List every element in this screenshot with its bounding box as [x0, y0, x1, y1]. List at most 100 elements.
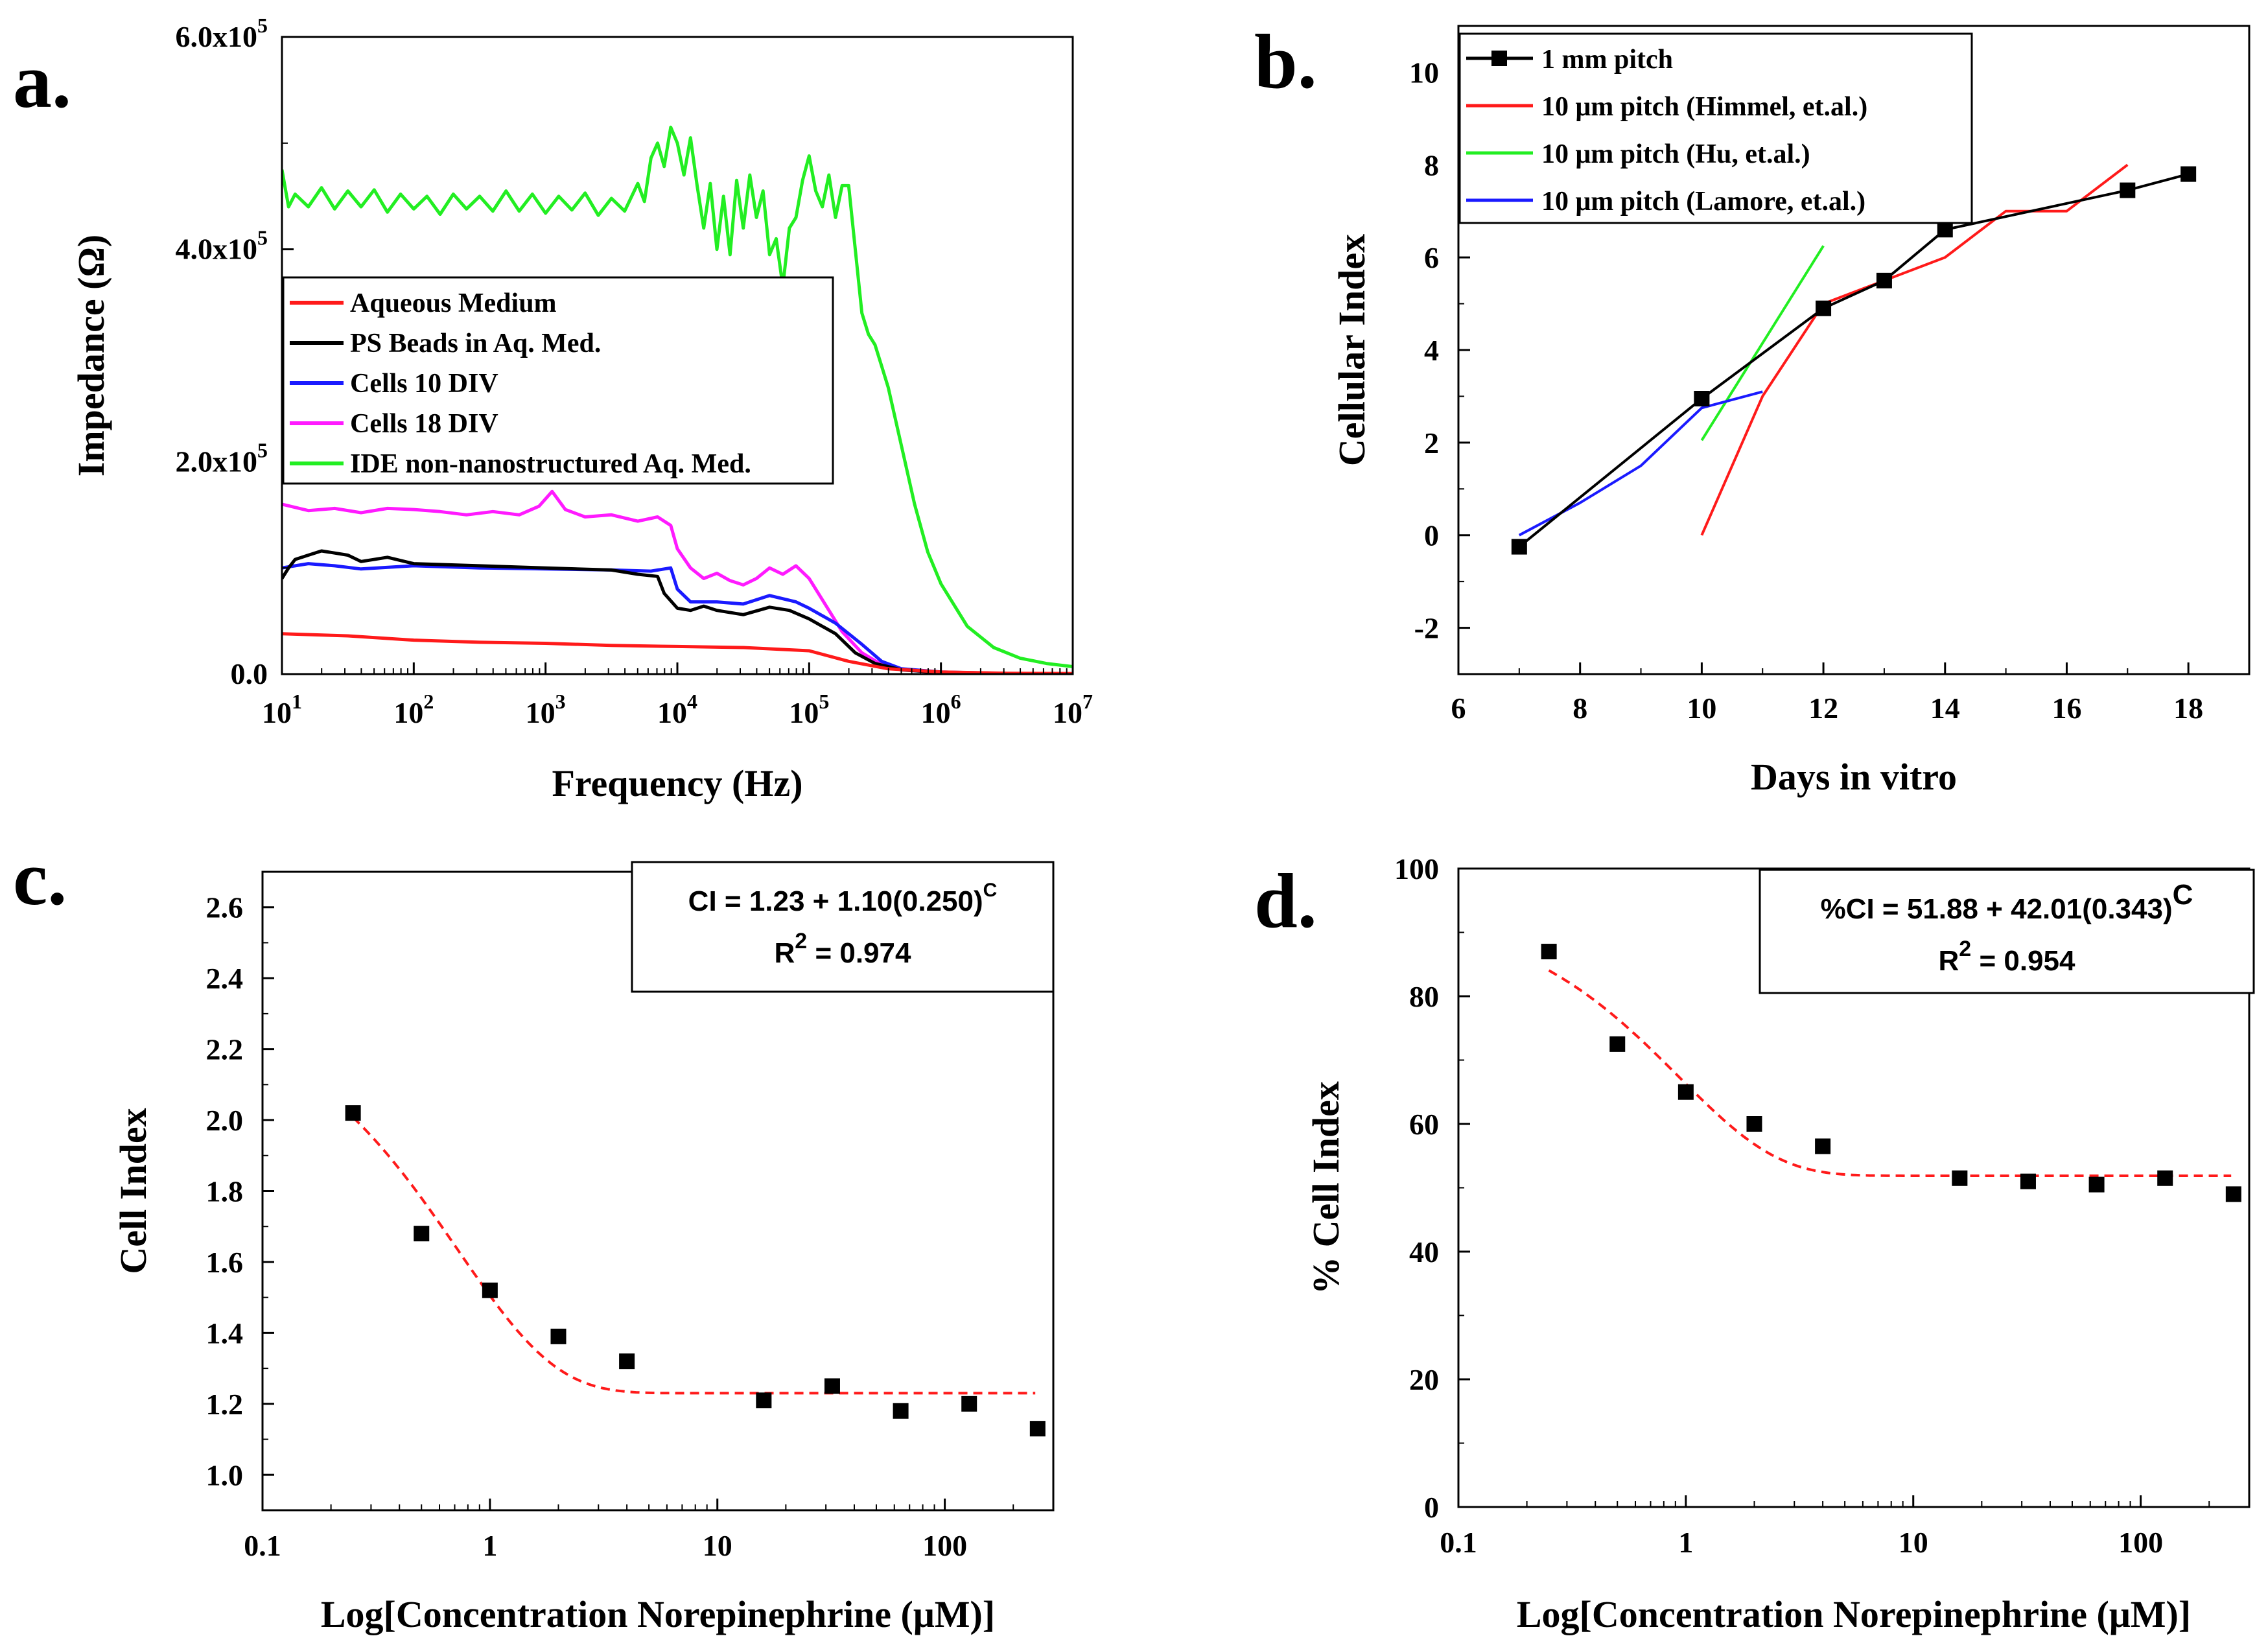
x-axis-title: Frequency (Hz)	[552, 762, 802, 804]
y-tick-label: 2.2	[206, 1033, 244, 1066]
legend-label: Aqueous Medium	[350, 288, 557, 318]
panel-label-b: b.	[1254, 18, 1317, 104]
y-tick-label: 4	[1424, 334, 1439, 367]
series-line	[282, 562, 1073, 674]
y-axis-title: Impedance (Ω)	[70, 235, 112, 476]
x-tick-label: 10	[703, 1529, 732, 1562]
chart-d-percent-cell-index: 0.1 1 10 100 0 20 40 60 80 100 Log[Concentration N…	[1305, 852, 2255, 1635]
y-axis-title: Cellular Index	[1331, 234, 1373, 466]
x-tick-base: 10	[789, 696, 819, 729]
r-squared: R2 = 0.974	[775, 929, 911, 969]
data-point	[2180, 166, 2197, 182]
panel-label-c: c.	[13, 835, 67, 921]
data-point	[2020, 1173, 2036, 1189]
y-tick-label: 4.0x105	[176, 226, 268, 266]
data-point	[1511, 539, 1527, 555]
x-tick-label: 1	[1678, 1526, 1693, 1559]
equation-frame	[631, 861, 1055, 993]
data-point	[619, 1353, 635, 1370]
x-tick-label: 104	[657, 690, 697, 729]
equation-frame	[1759, 869, 2255, 994]
y-tick-exp: 5	[257, 226, 268, 250]
legend-label: 10 μm pitch (Himmel, et.al.)	[1541, 92, 1867, 122]
x-tick-base: 10	[657, 696, 687, 729]
x-axis-title: Log[Concentration Norepinephrine (μM)]	[1517, 1593, 2191, 1635]
y-tick-label: 1.4	[206, 1316, 244, 1349]
r-squared-value: = 0.954	[1971, 945, 2075, 977]
y-tick-label: 2.6	[206, 891, 244, 924]
series-line	[282, 489, 1073, 674]
y-tick-mantissa: 4.0x10	[176, 233, 258, 266]
y-tick-label: 60	[1409, 1108, 1439, 1141]
data-point	[1541, 944, 1557, 960]
data-point	[550, 1328, 567, 1344]
x-tick-label: 1	[482, 1529, 497, 1562]
x-tick-exp: 5	[819, 690, 829, 713]
x-tick-base: 10	[921, 696, 951, 729]
legend: Aqueous Medium PS Beads in Aq. Med. Cells …	[282, 276, 834, 485]
x-tick-label: 12	[1808, 692, 1838, 725]
y-axis-title: Cell Index	[112, 1108, 154, 1274]
series-line	[1518, 390, 1763, 537]
y-tick-label: 40	[1409, 1235, 1439, 1268]
x-tick-label: 16	[2052, 692, 2081, 725]
data-point	[2120, 182, 2136, 198]
y-tick-label: 100	[1394, 852, 1439, 885]
x-axis-title: Days in vitro	[1751, 756, 1957, 798]
panel-label-d: d.	[1254, 858, 1317, 944]
x-tick-label: 0.1	[244, 1529, 281, 1562]
x-tick-base: 10	[262, 696, 292, 729]
y-tick-label: 0.0	[231, 657, 268, 690]
x-tick-label: 8	[1572, 692, 1587, 725]
data-point	[345, 1105, 361, 1121]
y-tick-label: 6.0x105	[176, 14, 268, 53]
x-tick-label: 100	[2118, 1526, 2163, 1559]
legend-label: Cells 18 DIV	[350, 409, 498, 439]
y-tick-label: 80	[1409, 980, 1439, 1013]
r-squared-exponent: 2	[1959, 937, 1971, 961]
x-tick-label: 6	[1451, 692, 1466, 725]
x-tick-base: 10	[393, 696, 423, 729]
data-point	[1746, 1116, 1762, 1132]
r-squared-value: = 0.974	[807, 937, 911, 969]
x-tick-label: 105	[789, 690, 829, 729]
x-tick-label: 10	[1687, 692, 1716, 725]
data-point	[961, 1396, 977, 1412]
series-line	[282, 125, 1073, 668]
series-line	[282, 632, 1073, 674]
x-tick-exp: 4	[687, 690, 697, 713]
x-tick-exp: 6	[951, 690, 961, 713]
fit-curve	[1548, 969, 2232, 1177]
series-line	[282, 549, 1073, 674]
fit-equation: CI = 1.23 + 1.10(0.250)C	[688, 880, 998, 917]
data-point	[1952, 1170, 1968, 1186]
series-line	[1700, 163, 2129, 536]
r-squared: R2 = 0.954	[1939, 937, 2075, 977]
y-tick-label: -2	[1414, 612, 1439, 645]
y-tick-label: 2.4	[206, 962, 244, 995]
y-tick-mantissa: 6.0x10	[176, 20, 258, 53]
legend-label: 10 μm pitch (Hu, et.al.)	[1541, 139, 1810, 169]
fit-equation-body: %CI = 51.88 + 42.01(0.343)	[1821, 893, 2173, 925]
r-squared-label: R	[1939, 945, 1959, 977]
series-line	[1700, 245, 1825, 441]
y-tick-exp: 5	[257, 14, 268, 37]
fit-equation-exponent: C	[2173, 879, 2193, 911]
legend-box	[1458, 32, 1973, 224]
data-point	[2157, 1170, 2173, 1186]
x-tick-exp: 2	[423, 690, 434, 713]
x-tick-exp: 7	[1082, 690, 1093, 713]
data-point	[2225, 1186, 2241, 1202]
legend-marker	[1491, 51, 1507, 66]
fit-equation-body: CI = 1.23 + 1.10(0.250)	[688, 885, 983, 917]
data-point	[1876, 272, 1892, 288]
y-tick-label: 1.6	[206, 1246, 244, 1279]
equation-box: CI = 1.23 + 1.10(0.250)C R2 = 0.974	[631, 861, 1055, 993]
data-point	[1678, 1084, 1694, 1100]
equation-box: %CI = 51.88 + 42.01(0.343)C R2 = 0.954	[1759, 869, 2255, 994]
data-point	[1609, 1036, 1626, 1052]
y-tick-label: 8	[1424, 148, 1439, 181]
r-squared-label: R	[775, 937, 795, 969]
legend-box	[282, 276, 834, 485]
y-tick-mantissa: 2.0x10	[176, 445, 258, 478]
